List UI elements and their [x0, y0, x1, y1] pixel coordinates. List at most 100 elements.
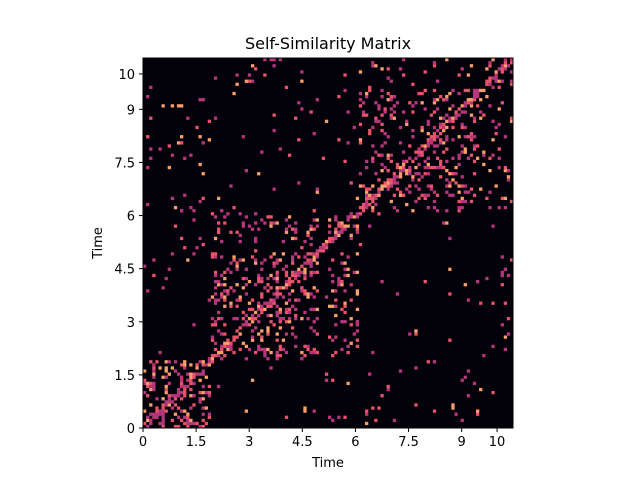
similarity-cell	[355, 252, 360, 256]
similarity-cell	[389, 98, 393, 102]
similarity-cell	[503, 58, 508, 62]
similarity-cell	[155, 415, 159, 419]
similarity-cell	[352, 270, 356, 275]
similarity-cell	[241, 135, 245, 139]
similarity-cell	[494, 76, 498, 80]
similarity-cell	[312, 347, 316, 352]
similarity-cell	[334, 298, 338, 302]
similarity-cell	[402, 159, 406, 164]
x-axis-ticks: 0 1.5 3 4.5 6 7.5 9 10	[139, 428, 505, 450]
similarity-cell	[408, 144, 412, 148]
similarity-cell	[395, 292, 400, 296]
similarity-cell	[278, 344, 282, 349]
similarity-cell	[244, 292, 249, 296]
similarity-cell	[420, 91, 424, 96]
similarity-cell	[472, 172, 477, 176]
similarity-cell	[497, 206, 501, 210]
similarity-cell	[365, 91, 369, 96]
similarity-cell	[429, 141, 434, 145]
similarity-cell	[284, 301, 289, 305]
similarity-cell	[358, 243, 363, 247]
similarity-cell	[250, 313, 255, 318]
similarity-cell	[328, 415, 332, 419]
similarity-cell	[380, 184, 384, 188]
similarity-cell	[232, 335, 236, 339]
similarity-cell	[445, 98, 449, 102]
similarity-cell	[207, 384, 212, 389]
similarity-cell	[374, 196, 378, 201]
similarity-cell	[328, 236, 332, 241]
similarity-cell	[303, 273, 307, 278]
similarity-cell	[297, 101, 301, 105]
x-tick-label: 7.5	[398, 435, 419, 450]
similarity-cell	[294, 116, 298, 120]
similarity-cell	[408, 101, 412, 105]
similarity-cell	[152, 384, 156, 389]
similarity-cell	[217, 298, 221, 302]
similarity-cell	[466, 88, 471, 93]
similarity-cell	[223, 283, 227, 287]
similarity-cell	[232, 289, 236, 293]
similarity-cell	[411, 82, 415, 86]
similarity-cell	[176, 391, 181, 395]
similarity-cell	[207, 412, 212, 416]
similarity-cell	[235, 283, 239, 287]
similarity-cell	[392, 193, 397, 197]
similarity-cell	[386, 67, 390, 71]
similarity-cell	[210, 338, 215, 342]
similarity-cell	[217, 230, 221, 234]
similarity-cell	[217, 384, 221, 389]
similarity-cell	[334, 335, 338, 339]
similarity-cell	[497, 67, 501, 71]
similarity-cell	[445, 147, 449, 151]
similarity-cell	[220, 239, 224, 244]
similarity-cell	[365, 409, 369, 413]
similarity-cell	[432, 206, 437, 210]
similarity-cell	[454, 172, 458, 176]
similarity-cell	[291, 270, 295, 275]
similarity-cell	[297, 255, 301, 259]
similarity-cell	[485, 276, 489, 281]
similarity-cell	[183, 387, 187, 392]
similarity-cell	[287, 310, 292, 315]
similarity-cell	[244, 169, 249, 173]
similarity-cell	[365, 95, 369, 99]
similarity-cell	[152, 363, 156, 367]
similarity-cell	[257, 280, 261, 284]
similarity-cell	[358, 104, 363, 108]
similarity-cell	[306, 347, 310, 352]
similarity-cell	[479, 187, 483, 191]
similarity-cell	[321, 246, 326, 250]
similarity-cell	[503, 335, 508, 339]
similarity-cell	[448, 107, 452, 111]
similarity-cell	[485, 67, 489, 71]
similarity-cell	[355, 329, 360, 333]
similarity-cell	[315, 261, 319, 265]
similarity-cell	[192, 375, 196, 379]
similarity-cell	[309, 273, 313, 278]
similarity-cell	[207, 394, 212, 398]
similarity-cell	[315, 289, 319, 293]
similarity-cell	[352, 332, 356, 336]
similarity-cell	[358, 184, 363, 188]
similarity-cell	[343, 159, 347, 164]
similarity-cell	[300, 317, 304, 321]
similarity-cell	[260, 304, 264, 308]
similarity-cell	[355, 224, 360, 228]
similarity-cell	[423, 147, 427, 151]
similarity-cell	[164, 403, 168, 407]
similarity-cell	[152, 369, 156, 373]
similarity-cell	[371, 206, 375, 210]
similarity-cell	[355, 323, 360, 327]
similarity-cell	[411, 104, 415, 108]
similarity-cell	[411, 110, 415, 114]
similarity-cell	[281, 295, 286, 299]
similarity-cell	[343, 310, 347, 315]
similarity-cell	[392, 206, 397, 210]
similarity-cell	[146, 135, 150, 139]
similarity-cell	[488, 79, 492, 83]
similarity-cell	[426, 122, 430, 127]
similarity-cell	[426, 172, 430, 176]
similarity-cell	[238, 258, 242, 262]
similarity-cell	[229, 286, 233, 290]
